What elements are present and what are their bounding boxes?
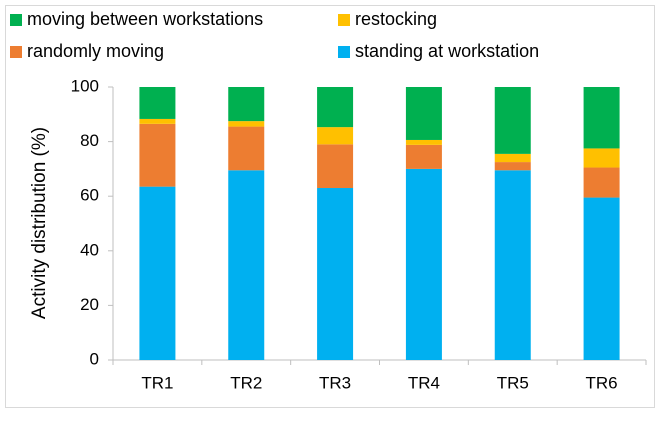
bar-segment: [405, 168, 442, 360]
bar-segment: [494, 162, 531, 171]
bar-segment: [317, 87, 354, 128]
legend-label: standing at workstation: [355, 41, 539, 61]
y-axis-label: Activity distribution (%): [29, 127, 50, 319]
bar-segment: [405, 144, 442, 169]
legend-label: moving between workstations: [27, 9, 263, 29]
legend-swatch: [338, 46, 350, 58]
bar-segment: [228, 87, 265, 122]
bar-segment: [583, 197, 620, 360]
bar-segment: [317, 127, 354, 145]
x-tick-label: TR6: [586, 373, 618, 392]
legend-swatch: [338, 14, 350, 26]
bar-segment: [317, 144, 354, 189]
bar-segment: [317, 188, 354, 360]
bar-segment: [583, 148, 620, 168]
bar-segment: [228, 126, 265, 171]
bar-segment: [228, 170, 265, 360]
x-tick-label: TR3: [319, 373, 351, 392]
bar-segment: [139, 186, 176, 360]
y-tick-label: 60: [80, 186, 99, 205]
y-tick-label: 40: [80, 240, 99, 259]
x-tick-label: TR5: [497, 373, 529, 392]
bar-segment: [494, 153, 531, 163]
x-tick-label: TR1: [141, 373, 173, 392]
y-tick-label: 0: [90, 349, 99, 368]
bar-segment: [494, 87, 531, 154]
bar-segment: [139, 123, 176, 187]
bar-segment: [405, 87, 442, 140]
x-tick-label: TR4: [408, 373, 440, 392]
bar-segment: [583, 167, 620, 198]
y-tick-label: 20: [80, 295, 99, 314]
y-tick-label: 100: [71, 76, 99, 95]
bar-segment: [139, 118, 176, 124]
y-tick-label: 80: [80, 131, 99, 150]
legend-swatch: [10, 14, 22, 26]
bar-segment: [583, 87, 620, 149]
bar-segment: [494, 170, 531, 360]
legend-label: restocking: [355, 9, 437, 29]
bar-segment: [405, 139, 442, 145]
bar-segment: [228, 121, 265, 127]
legend-swatch: [10, 46, 22, 58]
legend-label: randomly moving: [27, 41, 164, 61]
bar-segment: [139, 87, 176, 119]
x-tick-label: TR2: [230, 373, 262, 392]
